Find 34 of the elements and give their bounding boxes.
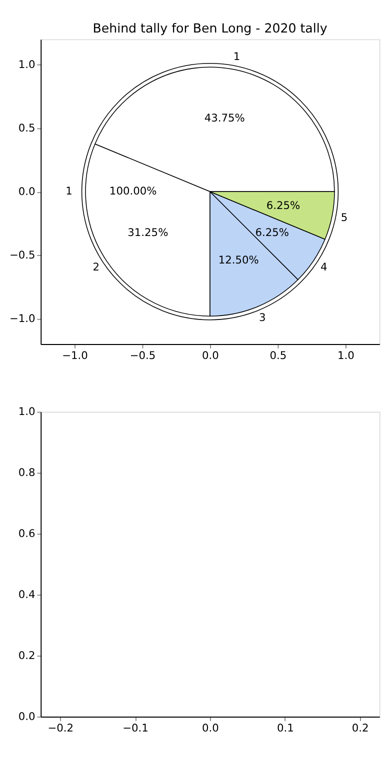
x-tick-label: −0.5 — [130, 349, 156, 362]
y-tick-label: 0.0 — [18, 185, 36, 198]
slice-label: 1 — [233, 50, 240, 64]
x-tick-label: 0.2 — [352, 722, 369, 735]
data-label: 43.75% — [204, 111, 245, 124]
y-tick-label: 0.4 — [18, 588, 36, 602]
data-label: 100.00% — [109, 184, 157, 198]
data-label: 12.50% — [218, 254, 259, 267]
x-tick-label: −0.2 — [48, 722, 74, 735]
x-tick-label: 0.5 — [270, 349, 287, 362]
y-tick-label: 0.6 — [18, 527, 36, 540]
y-tick-label: 0.0 — [18, 710, 36, 724]
slice-label: 1 — [66, 184, 72, 198]
slice-label: 3 — [259, 311, 266, 324]
y-tick-label: 0.8 — [18, 466, 36, 480]
x-tick-label: −1.0 — [62, 349, 88, 362]
x-tick-label: 0.0 — [202, 722, 220, 735]
x-tick-label: −0.1 — [122, 722, 148, 735]
data-label: 6.25% — [266, 199, 300, 212]
y-tick-label: 1.0 — [18, 405, 36, 418]
slice-label: 5 — [340, 211, 348, 224]
y-tick-label: 1.0 — [18, 58, 36, 71]
chart-title: Behind tally for Ben Long - 2020 tally — [92, 20, 328, 36]
slice-label: 4 — [320, 260, 328, 274]
x-tick-label: 0.0 — [202, 349, 220, 362]
x-tick-label: 0.1 — [276, 722, 294, 735]
data-label: 6.25% — [255, 226, 289, 240]
y-tick-label: 0.5 — [18, 122, 36, 135]
data-label: 31.25% — [128, 226, 168, 240]
y-tick-label: 0.2 — [18, 649, 36, 662]
y-tick-label: −1.0 — [10, 312, 36, 326]
x-tick-label: 1.0 — [338, 349, 355, 362]
y-tick-label: −0.5 — [10, 248, 36, 262]
slice-label: 2 — [92, 260, 100, 274]
